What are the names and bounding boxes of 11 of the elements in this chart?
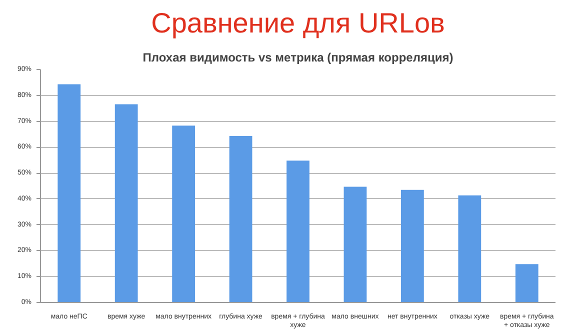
bar	[114, 104, 138, 302]
chart-subtitle: Плохая видимость vs метрика (прямая корреляция)	[142, 50, 454, 64]
bar	[458, 195, 482, 302]
bar	[172, 126, 195, 302]
bar	[515, 264, 538, 302]
bar	[229, 136, 252, 302]
bar	[286, 160, 310, 302]
bar	[401, 190, 424, 302]
chart-title: Сравнение для URLов	[151, 8, 445, 38]
bar	[344, 186, 367, 302]
bar	[58, 84, 81, 302]
